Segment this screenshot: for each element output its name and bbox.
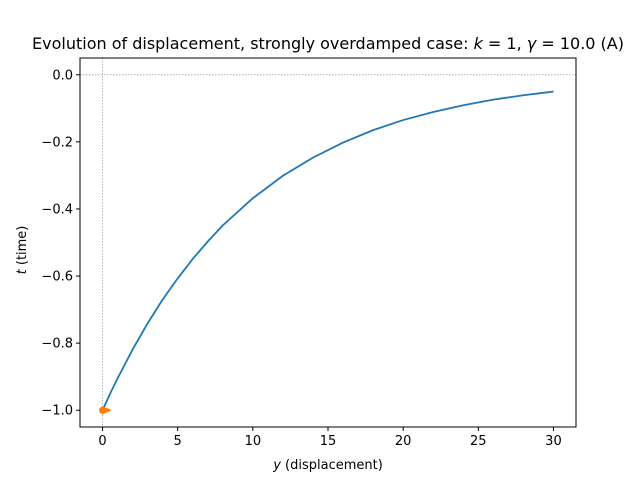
- x-axis-label: y (displacement): [272, 458, 383, 473]
- y-tick-label: −0.2: [41, 135, 73, 150]
- x-tick-label: 15: [320, 434, 337, 449]
- direction-arrow-marker: [101, 405, 112, 415]
- x-tick-label: 20: [395, 434, 412, 449]
- chart-title: Evolution of displacement, strongly over…: [32, 34, 624, 53]
- x-tick-label: 30: [545, 434, 562, 449]
- y-tick-label: −0.8: [41, 337, 73, 352]
- x-tick-label: 25: [470, 434, 487, 449]
- marker-layer: [99, 405, 112, 415]
- y-tick-label: −0.4: [41, 202, 73, 217]
- y-tick-label: 0.0: [52, 68, 73, 83]
- y-axis: 0.0 −0.2 −0.4 −0.6 −0.8 −1.0: [41, 68, 80, 419]
- x-axis: 0 5 10 15 20 25 30: [98, 427, 562, 449]
- y-tick-label: −0.6: [41, 270, 73, 285]
- series-line-0: [101, 90, 554, 411]
- y-tick-label: −1.0: [41, 404, 73, 419]
- y-axis-label: t (time): [15, 226, 30, 275]
- x-tick-label: 0: [98, 434, 106, 449]
- series-layer: [101, 90, 554, 411]
- x-tick-label: 5: [174, 434, 182, 449]
- x-tick-label: 10: [245, 434, 262, 449]
- reference-lines: [80, 58, 576, 427]
